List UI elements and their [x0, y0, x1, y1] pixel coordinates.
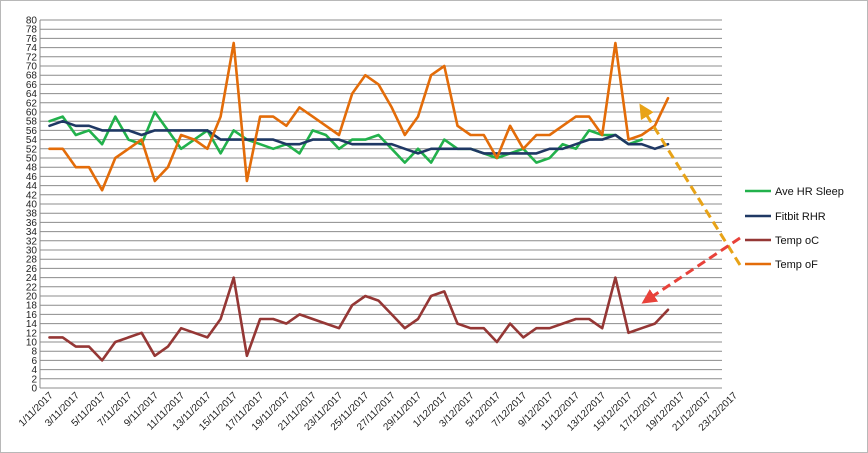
y-tick-label: 20 — [26, 292, 38, 303]
y-tick-label: 50 — [26, 154, 38, 165]
legend-label: Ave HR Sleep — [775, 186, 844, 198]
legend-label: Temp oF — [775, 259, 818, 271]
y-tick-label: 28 — [26, 255, 38, 266]
y-tick-label: 66 — [26, 80, 38, 91]
axes: 0246810121416182022242628303234363840424… — [17, 16, 740, 434]
y-tick-label: 44 — [26, 181, 38, 192]
y-tick-label: 56 — [26, 126, 38, 137]
y-tick-label: 36 — [26, 218, 38, 229]
y-tick-label: 6 — [31, 356, 37, 367]
y-tick-label: 80 — [26, 16, 38, 27]
y-tick-label: 32 — [26, 236, 38, 247]
y-tick-label: 76 — [26, 34, 38, 45]
y-tick-label: 68 — [26, 71, 38, 82]
y-tick-label: 52 — [26, 144, 38, 155]
y-tick-label: 70 — [26, 62, 38, 73]
y-tick-label: 40 — [26, 200, 38, 211]
y-tick-label: 42 — [26, 190, 38, 201]
series-lines — [48, 41, 670, 362]
y-tick-label: 64 — [26, 89, 38, 100]
y-tick-label: 62 — [26, 98, 38, 109]
y-tick-label: 34 — [26, 227, 38, 238]
y-tick-label: 4 — [31, 365, 37, 376]
y-tick-label: 74 — [26, 43, 38, 54]
annotation-arrows — [639, 103, 742, 304]
legend-label: Fitbit RHR — [775, 211, 826, 223]
y-tick-label: 8 — [31, 347, 37, 358]
y-tick-label: 24 — [26, 273, 38, 284]
y-tick-label: 10 — [26, 338, 38, 349]
y-tick-label: 2 — [31, 374, 37, 385]
y-tick-label: 38 — [26, 209, 38, 220]
y-tick-label: 48 — [26, 163, 38, 174]
y-tick-label: 12 — [26, 328, 38, 339]
series-line — [48, 41, 670, 192]
y-tick-label: 18 — [26, 301, 38, 312]
series-line — [48, 119, 670, 155]
y-tick-label: 26 — [26, 264, 38, 275]
legend-label: Temp oC — [775, 235, 819, 247]
y-tick-label: 22 — [26, 282, 38, 293]
series-line — [48, 276, 670, 362]
orange-annotation-arrow — [639, 103, 742, 266]
y-tick-label: 16 — [26, 310, 38, 321]
y-tick-label: 78 — [26, 25, 38, 36]
legend: Ave HR Sleep Fitbit RHR Temp oC Temp oF — [745, 186, 844, 271]
y-tick-label: 58 — [26, 117, 38, 128]
y-tick-label: 30 — [26, 246, 38, 257]
y-tick-label: 46 — [26, 172, 38, 183]
y-tick-label: 14 — [26, 319, 38, 330]
y-tick-label: 72 — [26, 52, 38, 63]
y-tick-label: 0 — [31, 384, 37, 395]
y-tick-label: 54 — [26, 135, 38, 146]
series-line — [48, 110, 644, 164]
red-annotation-arrow — [641, 236, 741, 304]
y-tick-label: 60 — [26, 108, 38, 119]
